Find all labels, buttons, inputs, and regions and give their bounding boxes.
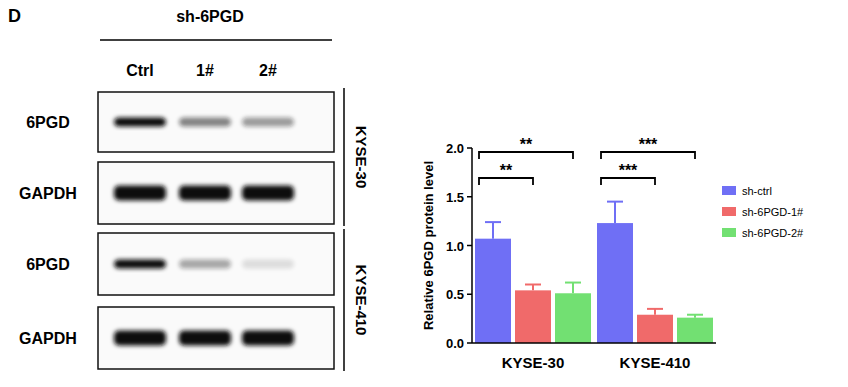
lane-label: 1#: [196, 62, 214, 79]
panel-label: D: [8, 6, 21, 26]
y-tick: [467, 196, 472, 198]
band: [242, 186, 294, 201]
error-bar: [485, 222, 501, 239]
x-axis: [472, 342, 716, 344]
y-tick: [467, 294, 472, 296]
error-stem: [572, 283, 574, 294]
blot-box: [98, 92, 334, 152]
error-bar: [647, 309, 663, 315]
band: [179, 118, 231, 127]
cell-line-label: KYSE-30: [353, 126, 370, 189]
error-cap: [607, 201, 623, 203]
sig-label: **: [520, 136, 533, 153]
error-bar: [525, 285, 541, 291]
x-tick-label: KYSE-410: [620, 354, 691, 371]
x-tick-label: KYSE-30: [502, 354, 565, 371]
legend-label: sh-6PGD-1#: [742, 206, 804, 218]
legend-swatch: [722, 186, 736, 195]
sig-label: **: [500, 162, 513, 179]
error-cap: [485, 221, 501, 223]
bar: [637, 315, 673, 343]
legend-swatch: [722, 207, 736, 216]
sig-bracket: [479, 152, 573, 159]
legend-label: sh-6PGD-2#: [742, 227, 804, 239]
y-tick: [467, 147, 472, 149]
y-tick-label: 2.0: [446, 141, 464, 156]
cell-line-bar: [343, 229, 345, 371]
error-stem: [614, 202, 616, 223]
bar: [597, 223, 633, 343]
lane-label: Ctrl: [126, 62, 154, 79]
y-tick-label: 0.5: [446, 287, 464, 302]
bar: [677, 318, 713, 343]
row-label: 6PGD: [26, 256, 70, 273]
error-bar: [607, 202, 623, 223]
error-bar: [565, 283, 581, 294]
blot-box: [98, 307, 334, 369]
figure: Dsh-6PGD Ctrl 1# 2# 6PGD GAPDH 6PGD GAPDH KYSE-3…: [0, 0, 848, 387]
legend-swatch: [722, 228, 736, 237]
row-label: GAPDH: [19, 330, 77, 347]
cell-line-bar: [343, 88, 345, 226]
error-stem: [492, 222, 494, 239]
y-tick-label: 1.0: [446, 239, 464, 254]
row-label: GAPDH: [19, 185, 77, 202]
legend-label: sh-ctrl: [742, 185, 772, 197]
y-tick: [467, 245, 472, 247]
band: [114, 118, 166, 127]
sig-bracket: [601, 152, 695, 159]
y-tick: [467, 342, 472, 344]
band: [179, 331, 231, 346]
blot-title-line: [100, 39, 332, 41]
blot-box: [98, 233, 334, 295]
band: [242, 260, 294, 269]
lane-label: 2#: [259, 62, 277, 79]
band: [114, 331, 166, 346]
error-cap: [565, 282, 581, 284]
y-axis-label: Relative 6PGD protein level: [421, 161, 436, 330]
blot-title: sh-6PGD: [176, 8, 244, 25]
band: [179, 260, 231, 269]
error-cap: [525, 284, 541, 286]
bar: [555, 293, 591, 343]
error-bar: [687, 315, 703, 318]
bar: [475, 239, 511, 343]
cell-line-label: KYSE-410: [353, 265, 370, 336]
sig-bracket: [601, 178, 655, 185]
band: [114, 260, 166, 269]
bar: [515, 290, 551, 343]
error-cap: [647, 308, 663, 310]
band: [242, 118, 294, 127]
blot-box: [98, 162, 334, 224]
band: [242, 331, 294, 346]
y-tick-label: 0.0: [446, 336, 464, 351]
sig-label: ***: [619, 162, 638, 179]
sig-bracket: [479, 178, 533, 185]
y-tick-label: 1.5: [446, 190, 464, 205]
row-label: 6PGD: [26, 114, 70, 131]
sig-label: ***: [639, 136, 658, 153]
error-cap: [687, 314, 703, 316]
band: [114, 186, 166, 201]
band: [179, 186, 231, 201]
plot-marks: [475, 202, 713, 343]
